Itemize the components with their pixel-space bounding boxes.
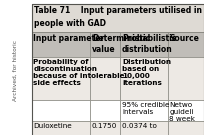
Bar [90,121,120,135]
Bar [32,100,90,121]
Bar [32,4,204,135]
Bar [90,57,120,100]
Text: Source: Source [170,34,199,43]
Text: 95% credible
intervals: 95% credible intervals [122,102,170,115]
Text: people with GAD: people with GAD [34,19,106,28]
Bar [168,32,204,57]
Text: Distribution
based on
10,000
iterations: Distribution based on 10,000 iterations [122,59,171,86]
Bar [168,100,204,121]
Text: Netwo
guideli
8 week: Netwo guideli 8 week [170,102,195,122]
Bar [120,121,168,135]
Bar [90,100,120,121]
Text: Deterministic
value: Deterministic value [92,34,150,54]
Bar [120,57,168,100]
Text: Archived, for historic: Archived, for historic [13,40,18,101]
Text: 0.1750: 0.1750 [92,123,117,129]
Text: Input parameter: Input parameter [33,34,104,43]
Bar [168,57,204,100]
Bar [168,121,204,135]
Bar [32,4,204,32]
Text: 0.0374 to: 0.0374 to [122,123,157,129]
Text: Duloxetine: Duloxetine [33,123,72,129]
Bar [32,121,90,135]
Bar [32,32,90,57]
Bar [120,32,168,57]
Bar [120,100,168,121]
Bar [32,57,90,100]
Text: Probabilistic
distribution: Probabilistic distribution [122,34,176,54]
Text: Probability of
discontinuation
because of intolerable
side effects: Probability of discontinuation because o… [33,59,125,86]
Text: Table 71    Input parameters utilised in the economic m: Table 71 Input parameters utilised in th… [34,6,204,15]
Bar [90,32,120,57]
